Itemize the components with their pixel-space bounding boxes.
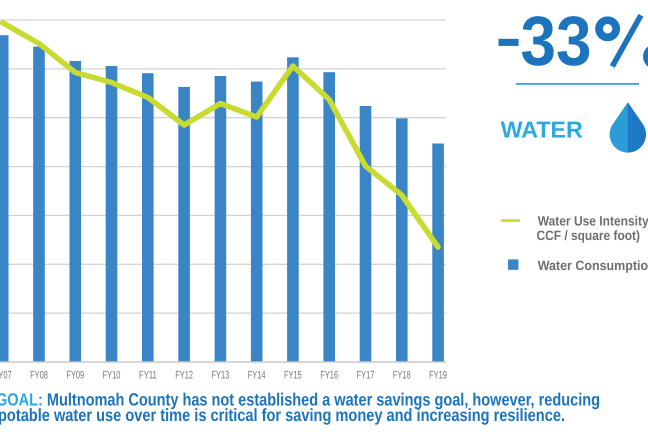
svg-text:Water Use Intensity: Water Use Intensity [538,214,648,229]
svg-text:WATER: WATER [501,116,583,142]
svg-text:33: 33 [521,2,592,80]
svg-text:GOAL: Multnomah County has not: GOAL: Multnomah County has not establish… [0,389,600,409]
svg-text:FY17: FY17 [357,370,375,382]
svg-text:FY16: FY16 [320,370,338,382]
svg-text:FY14: FY14 [248,370,266,382]
svg-text:FY13: FY13 [212,370,230,382]
svg-text:potable water use over time is: potable water use over time is critical … [0,405,565,425]
svg-text:FY15: FY15 [284,370,302,382]
svg-text:FY12: FY12 [175,370,193,382]
svg-text:FY10: FY10 [103,370,121,382]
svg-text:FY19: FY19 [429,370,447,382]
svg-text:FY09: FY09 [66,370,84,382]
svg-text:FY08: FY08 [30,370,48,382]
svg-text:CCF / square foot): CCF / square foot) [537,228,641,243]
svg-text:FY07: FY07 [0,370,12,382]
svg-text:FY18: FY18 [393,370,411,382]
svg-text:FY11: FY11 [139,370,157,382]
svg-text:Water Consumption: Water Consumption [538,258,648,273]
